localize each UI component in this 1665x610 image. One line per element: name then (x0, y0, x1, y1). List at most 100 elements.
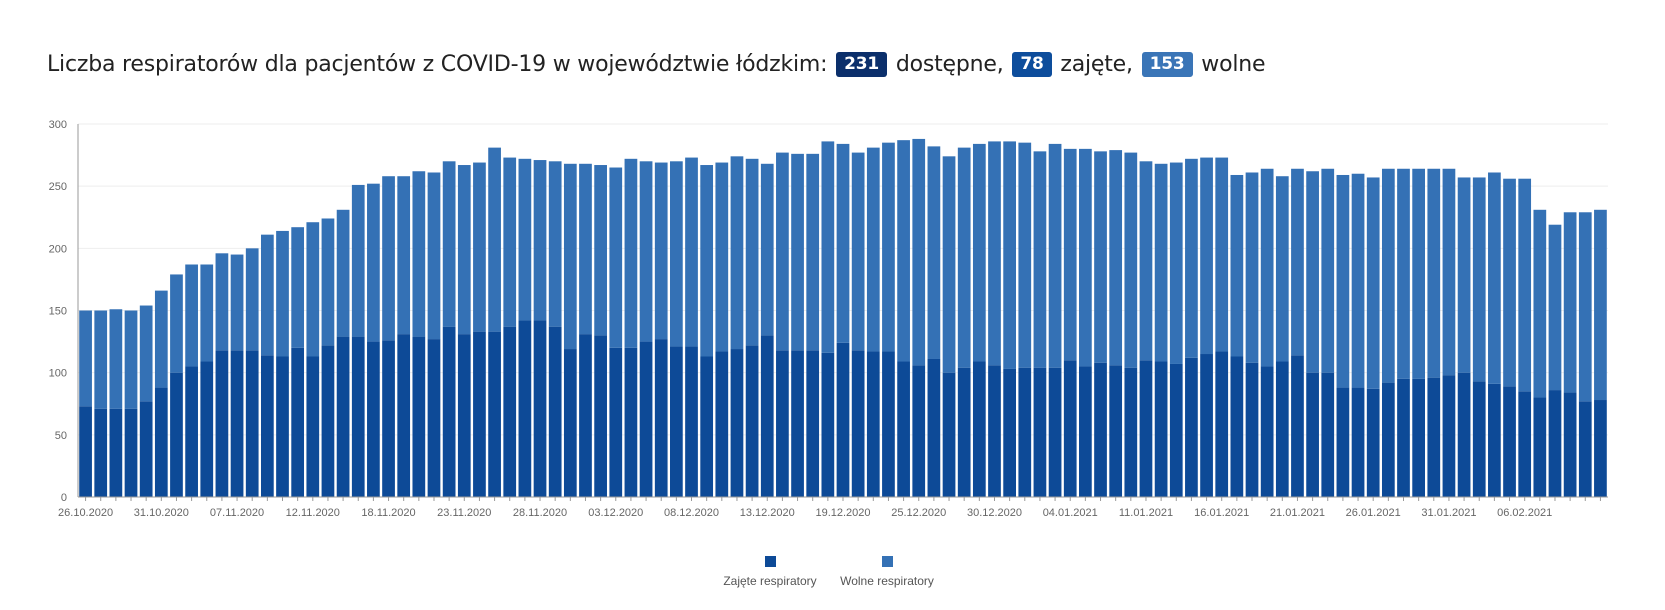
bar-occupied (1079, 366, 1092, 497)
bar-free (912, 138, 926, 366)
x-tick-label: 03.12.2020 (588, 507, 643, 519)
bar-occupied (336, 336, 350, 497)
bar-free (79, 310, 92, 407)
bar-occupied (912, 365, 926, 497)
bar-free (1518, 178, 1532, 392)
bar-free (972, 143, 986, 362)
bar-free (1245, 172, 1259, 363)
x-tick-label: 08.12.2020 (664, 507, 719, 519)
bar-occupied (745, 345, 759, 497)
bar-occupied (427, 339, 441, 497)
bar-occupied (1215, 351, 1229, 497)
bar-free (579, 163, 592, 335)
bar-free (351, 184, 365, 337)
bar-free (791, 153, 804, 351)
x-tick-label: 06.02.2021 (1497, 507, 1552, 519)
bar-occupied (957, 367, 971, 497)
bar-occupied (1275, 361, 1289, 497)
bar-occupied (351, 336, 365, 497)
legend-item-occupied[interactable]: Zajęte respiratory (710, 556, 830, 588)
bar-occupied (442, 326, 456, 497)
bar-occupied (291, 347, 305, 497)
bar-free (866, 147, 880, 352)
bar-occupied (1094, 362, 1107, 497)
x-tick-label: 11.01.2021 (1119, 507, 1173, 519)
y-tick-label: 150 (49, 306, 67, 318)
bar-occupied (124, 408, 138, 497)
x-tick-label: 28.11.2020 (513, 507, 567, 519)
bar-occupied (1381, 382, 1395, 497)
bar-occupied (1260, 366, 1274, 497)
legend-label-occupied: Zajęte respiratory (723, 574, 817, 588)
bar-occupied (624, 347, 638, 497)
bar-occupied (1321, 372, 1335, 497)
bar-occupied (185, 366, 198, 497)
bar-occupied (1291, 355, 1304, 497)
bar-occupied (1033, 367, 1047, 497)
bar-free (1427, 168, 1441, 378)
bar-free (442, 161, 456, 327)
bar-occupied (1548, 390, 1562, 497)
bar-free (594, 165, 607, 336)
x-tick-label: 21.01.2021 (1270, 507, 1325, 519)
bar-free (1457, 177, 1471, 373)
occupied-badge: 78 (1012, 52, 1052, 77)
bar-free (821, 141, 835, 353)
bar-occupied (882, 351, 895, 497)
bar-occupied (1366, 388, 1380, 497)
bar-occupied (548, 326, 562, 497)
bar-free (1094, 151, 1107, 363)
bar-free (412, 171, 426, 337)
y-tick-label: 300 (49, 119, 67, 131)
bar-free (1336, 174, 1350, 388)
bar-free (1275, 176, 1289, 362)
bar-occupied (639, 341, 653, 497)
bar-occupied (700, 356, 714, 497)
bar-occupied (1154, 361, 1168, 497)
bar-free (836, 143, 850, 343)
bar-occupied (685, 346, 698, 497)
x-tick-label: 26.01.2021 (1346, 507, 1401, 519)
bar-occupied (594, 335, 607, 497)
bar-occupied (1594, 400, 1607, 497)
bar-free (367, 183, 380, 342)
y-tick-label: 0 (61, 492, 67, 504)
bar-free (776, 152, 789, 351)
bar-free (1230, 174, 1244, 357)
occupied-label: zajęte, (1060, 52, 1133, 77)
bar-free (1548, 224, 1562, 391)
bar-occupied (1488, 383, 1501, 497)
bar-free (1154, 163, 1168, 362)
bar-occupied (1412, 378, 1426, 497)
x-tick-label: 18.11.2020 (361, 507, 415, 519)
bar-free (291, 227, 305, 348)
bar-free (1412, 168, 1426, 379)
bar-occupied (1139, 360, 1153, 497)
bar-free (927, 146, 941, 359)
free-badge: 153 (1141, 52, 1193, 77)
bar-free (1048, 143, 1062, 368)
bar-occupied (776, 350, 789, 497)
bar-free (139, 305, 153, 402)
bar-occupied (245, 350, 259, 497)
legend-item-free[interactable]: Wolne respiratory (827, 556, 947, 588)
bar-occupied (791, 350, 804, 497)
x-tick-label: 12.11.2020 (286, 507, 340, 519)
bar-occupied (321, 345, 335, 497)
bar-occupied (806, 350, 820, 497)
legend-label-free: Wolne respiratory (840, 574, 934, 588)
bar-free (1139, 161, 1153, 361)
bar-occupied (609, 347, 623, 497)
bar-free (1594, 209, 1607, 401)
bar-occupied (154, 387, 168, 497)
bar-occupied (851, 350, 865, 497)
bar-free (1124, 152, 1138, 368)
bar-free (1563, 212, 1577, 393)
title-text: Liczba respiratorów dla pacjentów z COVI… (47, 52, 828, 77)
bar-free (730, 156, 744, 350)
bar-occupied (1124, 367, 1138, 497)
bar-free (1381, 168, 1395, 383)
bar-occupied (139, 401, 153, 497)
bar-occupied (1518, 391, 1532, 497)
x-tick-label: 04.01.2021 (1043, 507, 1098, 519)
